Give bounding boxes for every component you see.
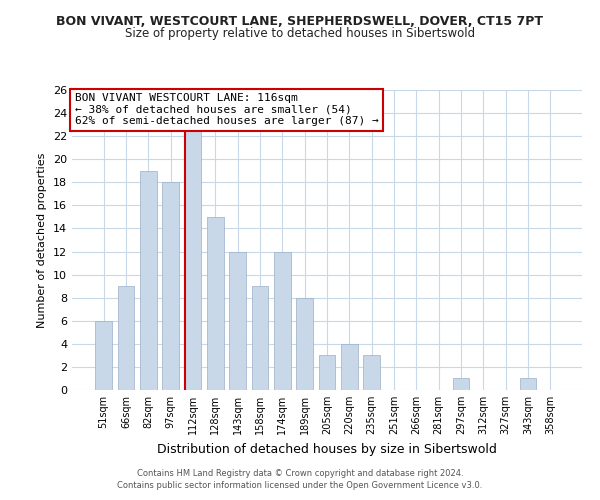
X-axis label: Distribution of detached houses by size in Sibertswold: Distribution of detached houses by size … — [157, 442, 497, 456]
Y-axis label: Number of detached properties: Number of detached properties — [37, 152, 47, 328]
Bar — [140, 171, 157, 390]
Bar — [452, 378, 469, 390]
Text: Size of property relative to detached houses in Sibertswold: Size of property relative to detached ho… — [125, 28, 475, 40]
Bar — [95, 321, 112, 390]
Text: Contains public sector information licensed under the Open Government Licence v3: Contains public sector information licen… — [118, 481, 482, 490]
Bar — [207, 217, 224, 390]
Bar — [185, 124, 202, 390]
Bar — [229, 252, 246, 390]
Bar — [341, 344, 358, 390]
Text: BON VIVANT WESTCOURT LANE: 116sqm
← 38% of detached houses are smaller (54)
62% : BON VIVANT WESTCOURT LANE: 116sqm ← 38% … — [74, 93, 379, 126]
Bar — [520, 378, 536, 390]
Bar — [296, 298, 313, 390]
Bar — [364, 356, 380, 390]
Text: BON VIVANT, WESTCOURT LANE, SHEPHERDSWELL, DOVER, CT15 7PT: BON VIVANT, WESTCOURT LANE, SHEPHERDSWEL… — [56, 15, 544, 28]
Bar — [274, 252, 290, 390]
Bar — [162, 182, 179, 390]
Bar — [251, 286, 268, 390]
Bar — [319, 356, 335, 390]
Text: Contains HM Land Registry data © Crown copyright and database right 2024.: Contains HM Land Registry data © Crown c… — [137, 468, 463, 477]
Bar — [118, 286, 134, 390]
